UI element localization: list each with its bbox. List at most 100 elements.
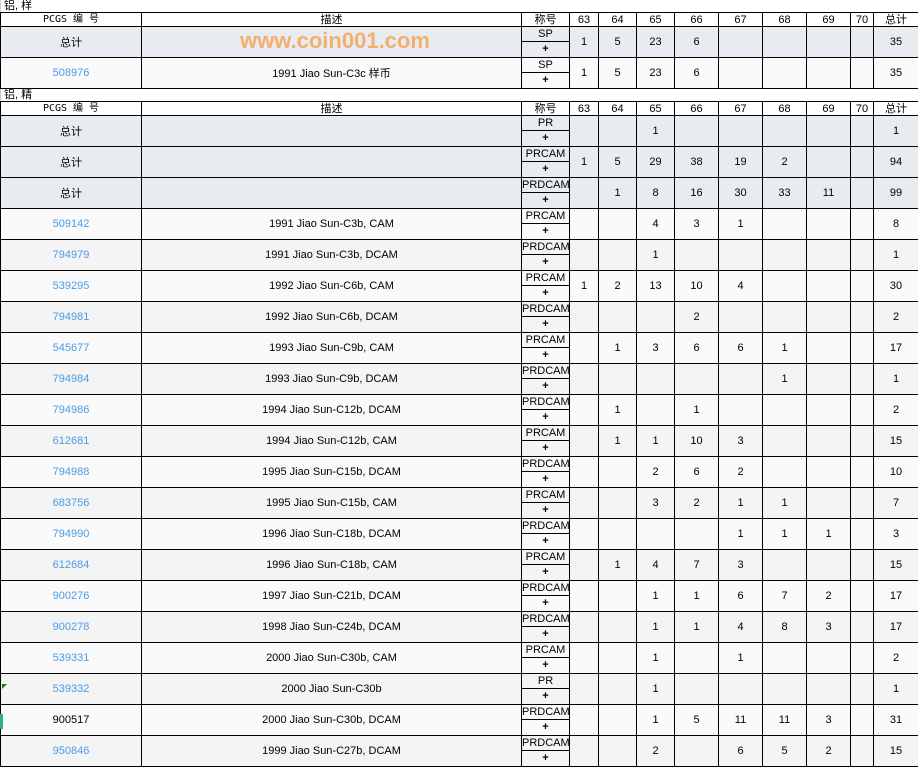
count-65: 29 [637,147,675,178]
count-64 [599,240,637,271]
count-68: 33 [763,178,807,209]
row-total: 94 [874,147,918,178]
count-70 [851,147,874,178]
count-68: 1 [763,364,807,395]
count-65: 1 [637,426,675,457]
count-67: 2 [719,457,763,488]
count-63 [570,550,599,581]
pcgs-number[interactable]: 794981 [1,302,142,333]
pcgs-number[interactable]: 539332 [1,674,142,705]
selection-indicator [0,714,3,729]
count-67: 19 [719,147,763,178]
grade-label: PRDCAM [522,240,569,255]
grade-designation: PRDCAM+ [522,240,570,271]
row-total: 1 [874,674,918,705]
count-67 [719,395,763,426]
count-68: 8 [763,612,807,643]
count-64 [599,736,637,767]
grade-designation: PRCAM+ [522,333,570,364]
count-70 [851,302,874,333]
count-63 [570,643,599,674]
description: 1995 Jiao Sun-C15b, DCAM [142,457,522,488]
count-68: 1 [763,519,807,550]
count-68: 5 [763,736,807,767]
count-70 [851,705,874,736]
count-65: 1 [637,581,675,612]
cell-comment-marker [2,684,7,689]
count-64: 5 [599,58,637,89]
grade-designation: PRDCAM+ [522,364,570,395]
pcgs-number[interactable]: 794979 [1,240,142,271]
pcgs-number[interactable]: 612681 [1,426,142,457]
count-69 [807,457,851,488]
count-69: 11 [807,178,851,209]
count-64 [599,581,637,612]
count-63 [570,333,599,364]
count-67: 11 [719,705,763,736]
grade-designation: PR+ [522,674,570,705]
count-65: 1 [637,612,675,643]
pcgs-number[interactable]: 950846 [1,736,142,767]
pcgs-number[interactable]: 794990 [1,519,142,550]
count-68: 1 [763,333,807,364]
pcgs-number[interactable]: 508976 [1,58,142,89]
pcgs-number[interactable]: 794984 [1,364,142,395]
header-grade-66: 66 [675,102,719,116]
watermark: www.coin001.com [240,29,430,53]
count-64: 5 [599,27,637,58]
grade-designation: PRDCAM+ [522,457,570,488]
count-70 [851,550,874,581]
pcgs-number[interactable]: 545677 [1,333,142,364]
pcgs-number[interactable]: 794986 [1,395,142,426]
header-grade-69: 69 [807,13,851,27]
description: 1991 Jiao Sun-C3b, DCAM [142,240,522,271]
pcgs-number[interactable]: 612684 [1,550,142,581]
count-64: 1 [599,333,637,364]
count-65: 3 [637,488,675,519]
count-66 [675,116,719,147]
count-70 [851,426,874,457]
description: 1994 Jiao Sun-C12b, DCAM [142,395,522,426]
count-64: 1 [599,178,637,209]
pcgs-number[interactable]: 794988 [1,457,142,488]
pcgs-number[interactable]: 683756 [1,488,142,519]
count-64 [599,488,637,519]
count-70 [851,209,874,240]
header-grade-65: 65 [637,102,675,116]
grade-label: PRDCAM [522,395,569,410]
description [142,178,522,209]
count-70 [851,488,874,519]
count-67 [719,116,763,147]
pcgs-number[interactable]: 539295 [1,271,142,302]
description: 1993 Jiao Sun-C9b, CAM [142,333,522,364]
row-total: 30 [874,271,918,302]
count-66: 10 [675,271,719,302]
count-64: 1 [599,426,637,457]
count-68 [763,209,807,240]
row-total: 99 [874,178,918,209]
description: 1996 Jiao Sun-C18b, CAM [142,550,522,581]
pcgs-number[interactable]: 509142 [1,209,142,240]
pcgs-number: 总计 [1,147,142,178]
pcgs-number[interactable]: 900276 [1,581,142,612]
grade-label: PRDCAM [522,519,569,534]
pcgs-number[interactable]: 539331 [1,643,142,674]
header-grade-67: 67 [719,13,763,27]
row-total: 1 [874,240,918,271]
grade-label: PRDCAM [522,178,569,193]
pcgs-number: 总计 [1,178,142,209]
pcgs-number[interactable]: 900278 [1,612,142,643]
count-70 [851,519,874,550]
grade-label: PRCAM [522,643,569,658]
count-70 [851,736,874,767]
count-65: 1 [637,705,675,736]
count-70 [851,612,874,643]
count-63 [570,705,599,736]
count-70 [851,58,874,89]
row-total: 2 [874,302,918,333]
